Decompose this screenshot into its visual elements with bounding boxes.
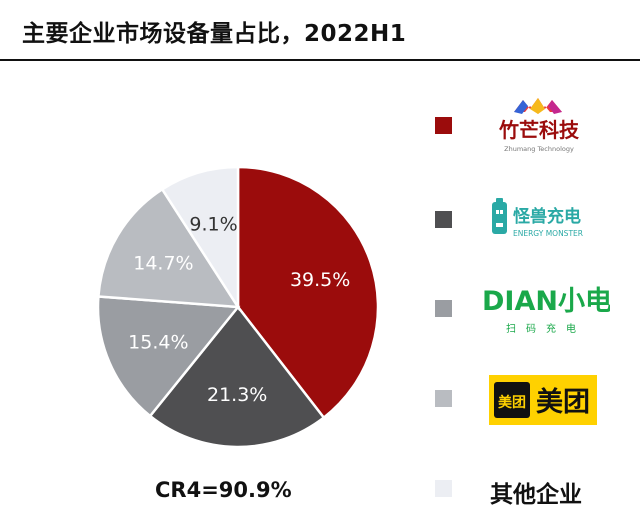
cr4-label: CR4=90.9%: [155, 478, 292, 502]
meituan-text: 美团: [536, 386, 590, 418]
pie-slice-zhumang: [236, 165, 380, 420]
meituan-badge-text: 美团: [498, 394, 526, 411]
pie-slice-meituan: [97, 187, 241, 309]
legend-swatch-meituan: [435, 390, 452, 407]
legend-label-other: 其他企业: [490, 482, 582, 508]
zhumang-subtext: Zhumang Technology: [504, 145, 574, 153]
guaishou-text: 怪兽充电: [513, 206, 581, 227]
pie-label-jiedian: 15.4%: [128, 331, 188, 353]
legend-swatch-guaishou: [435, 211, 452, 228]
jiedian-logo: DIAN小电 扫码充电: [482, 286, 610, 335]
jiedian-text: DIAN小电: [482, 286, 610, 317]
pie-chart: 39.5% 21.3% 15.4% 14.7% 9.1%: [96, 165, 380, 449]
page-title: 主要企业市场设备量占比，2022H1: [22, 21, 407, 47]
title-divider: [0, 59, 640, 61]
legend-swatch-other: [435, 480, 452, 497]
pie-slice-other: [160, 165, 240, 312]
jiedian-subtext: 扫码充电: [506, 322, 586, 335]
legend-swatch-jiedian: [435, 300, 452, 317]
pie-slice-jiedian: [96, 295, 241, 418]
pie-label-other: 9.1%: [189, 214, 237, 236]
pie-label-guaishou: 21.3%: [207, 384, 267, 406]
meituan-logo: 美团 美团: [489, 375, 597, 425]
pie-label-zhumang: 39.5%: [290, 269, 350, 291]
zhumang-text: 竹芒科技: [498, 118, 580, 142]
guaishou-logo: 怪兽充电 ENERGY MONSTER: [492, 198, 583, 238]
pie-slice-guaishou: [148, 304, 326, 449]
legend-swatch-zhumang: [435, 117, 452, 134]
zhumang-logo: 竹芒科技 Zhumang Technology: [498, 98, 580, 153]
guaishou-subtext: ENERGY MONSTER: [513, 229, 583, 238]
pie-label-meituan: 14.7%: [133, 253, 193, 275]
